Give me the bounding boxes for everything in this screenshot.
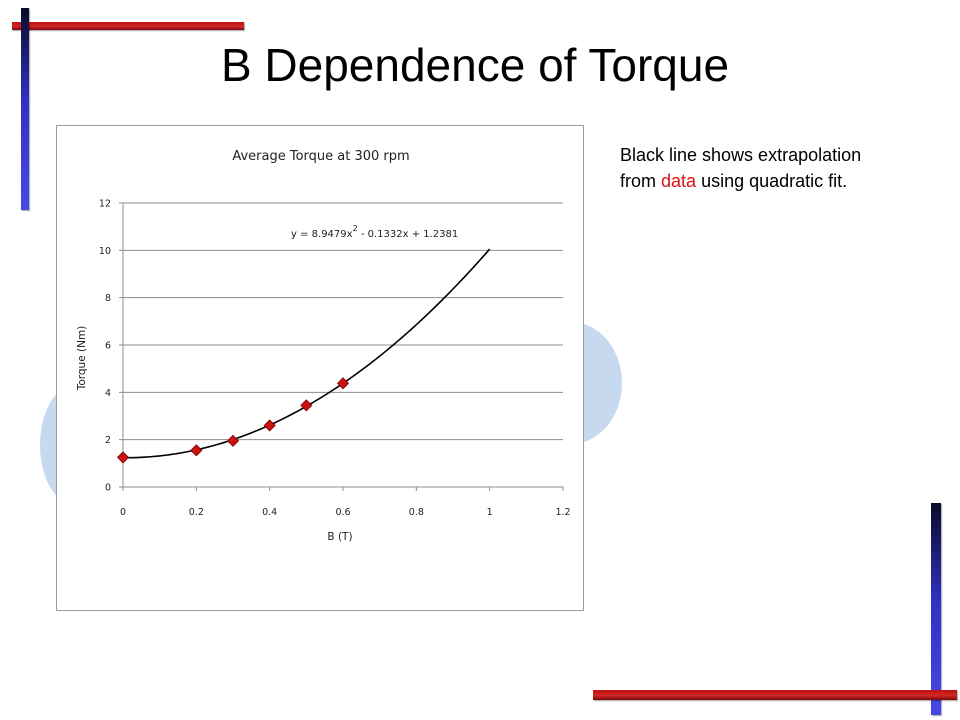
tick-labels: 0 2 4 6 8 10 12 0 0.2 0.4 0.6 0.8 1 1.2: [99, 199, 571, 519]
x-tick-label: 0.6: [335, 507, 350, 518]
y-tick-label: 10: [99, 246, 111, 257]
x-axis-label: B (T): [327, 531, 352, 543]
fit-equation-power: 2: [353, 224, 358, 233]
y-tick-label: 2: [105, 435, 111, 446]
x-tick-label: 0.2: [189, 507, 204, 518]
chart-title: Average Torque at 300 rpm: [232, 149, 409, 164]
y-tick-label: 6: [105, 341, 111, 352]
fit-equation-base: y = 8.9479x: [291, 229, 353, 240]
chart-frame: Average Torque at 300 rpm 0 2 4 6 8 10 12 0 0.2 0…: [56, 125, 584, 611]
data-point: [263, 419, 276, 432]
note-text-start: Black line shows extrapolation from: [620, 145, 862, 191]
y-tick-label: 0: [105, 483, 111, 494]
gridlines: [123, 202, 563, 441]
note-text-end: using quadratic fit.: [696, 171, 848, 191]
y-tick-label: 4: [105, 388, 111, 399]
x-tick-label: 1.2: [555, 507, 570, 518]
y-tick-label: 8: [105, 293, 111, 304]
data-point: [300, 399, 313, 412]
x-tick-label: 0: [120, 507, 126, 518]
x-tick-label: 0.4: [262, 507, 277, 518]
quadratic-fit-line: [123, 248, 491, 459]
decor-bar-red-bottom: [593, 690, 957, 700]
data-point: [336, 377, 350, 390]
data-point: [116, 451, 130, 464]
decor-bar-red-top: [12, 22, 244, 30]
fit-equation: y = 8.9479x2 - 0.1332x + 1.2381: [291, 224, 458, 240]
x-tick-label: 0.8: [409, 507, 424, 518]
decor-bar-blue-top: [21, 8, 29, 210]
data-point: [190, 444, 203, 457]
axes: [119, 202, 564, 491]
slide-title: B Dependence of Torque: [220, 39, 730, 91]
decor-bar-blue-bottom: [931, 503, 941, 715]
x-tick-label: 1: [487, 507, 493, 518]
data-point: [226, 434, 240, 447]
y-axis-label: Torque (Nm): [76, 326, 88, 392]
explanation-note: Black line shows extrapolation from data…: [620, 142, 890, 194]
note-highlight-data: data: [661, 171, 697, 191]
fit-equation-rest: - 0.1332x + 1.2381: [358, 229, 459, 240]
data-points: [116, 377, 350, 464]
y-tick-label: 12: [99, 199, 111, 210]
